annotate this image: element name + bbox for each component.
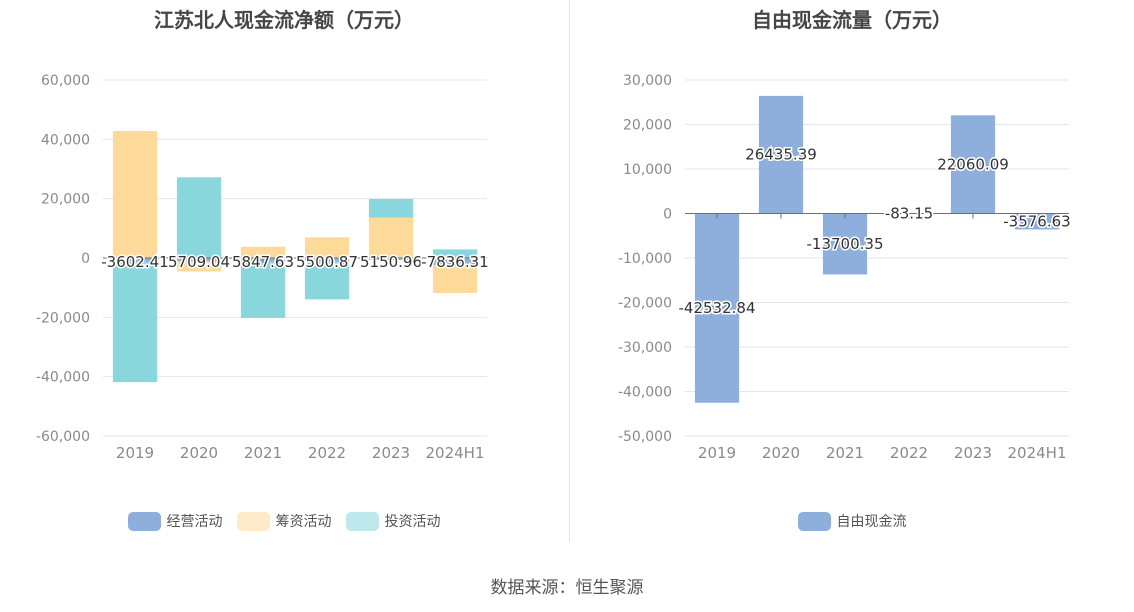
y-tick-label: -20,000 — [36, 310, 90, 326]
bar — [304, 261, 350, 300]
bar — [432, 265, 478, 294]
legend-swatch — [345, 511, 379, 531]
y-tick-label: -40,000 — [36, 370, 90, 386]
y-tick-label: 20,000 — [623, 118, 672, 134]
legend: 自由现金流 — [570, 511, 1134, 531]
bar — [112, 131, 158, 258]
x-tick-label: 2021 — [244, 444, 282, 462]
data-label: 5847.63 — [232, 253, 294, 271]
y-tick-label: 60,000 — [41, 73, 90, 89]
chart-title: 自由现金流量（万元） — [752, 8, 952, 32]
y-tick-label: 20,000 — [41, 192, 90, 208]
legend: 经营活动 筹资活动 投资活动 — [0, 511, 568, 531]
data-label: 5150.96 — [360, 253, 422, 271]
bar — [176, 177, 222, 258]
bar — [694, 213, 740, 403]
data-source-note: 数据来源：恒生聚源 — [490, 578, 644, 598]
cash-flow-net-plot: 60,000 40,000 20,000 0 -20,000 -40,000 -60,000… — [36, 73, 490, 462]
y-tick-label: -30,000 — [618, 340, 672, 356]
y-tick-label: -50,000 — [618, 429, 672, 445]
chart-title: 江苏北人现金流净额（万元） — [154, 8, 414, 32]
bar — [112, 261, 158, 383]
bar — [758, 95, 804, 214]
data-label: -42532.84 — [679, 299, 756, 317]
data-label: -3602.41 — [101, 253, 168, 271]
x-tick-label: 2023 — [954, 444, 992, 462]
x-tick-label: 2021 — [826, 444, 864, 462]
legend-item[interactable]: 自由现金流 — [797, 511, 907, 531]
x-tick-label: 2023 — [372, 444, 410, 462]
data-label: 5500.87 — [296, 253, 358, 271]
bar — [240, 246, 286, 258]
x-tick-label: 2019 — [698, 444, 736, 462]
y-tick-label: 0 — [81, 251, 90, 267]
y-tick-label: 10,000 — [623, 162, 672, 178]
bar — [432, 249, 478, 258]
x-tick-label: 2022 — [890, 444, 928, 462]
legend-label: 投资活动 — [384, 514, 441, 530]
bar — [1014, 213, 1060, 230]
legend-label: 筹资活动 — [275, 514, 332, 530]
data-label: -13700.35 — [807, 235, 884, 253]
y-tick-label: -20,000 — [618, 296, 672, 312]
legend-item[interactable]: 经营活动 — [127, 511, 223, 531]
bar — [368, 217, 414, 258]
y-tick-label: -60,000 — [36, 429, 90, 445]
bar — [304, 237, 350, 258]
y-tick-label: -10,000 — [618, 251, 672, 267]
y-tick-label: -40,000 — [618, 385, 672, 401]
legend-label: 自由现金流 — [836, 514, 907, 530]
data-label: -83.15 — [885, 205, 933, 223]
x-tick-label: 2024H1 — [426, 444, 485, 462]
legend-label: 经营活动 — [166, 514, 223, 530]
data-label: 22060.09 — [937, 155, 1009, 173]
cash-flow-net-chart: 江苏北人现金流净额（万元） 60,000 40,000 20,000 0 -20,000… — [0, 0, 568, 545]
legend-item[interactable]: 投资活动 — [345, 511, 441, 531]
bar — [950, 115, 996, 214]
legend-swatch — [127, 511, 161, 531]
legend-item[interactable]: 筹资活动 — [236, 511, 332, 531]
y-tick-label: 40,000 — [41, 132, 90, 148]
legend-swatch — [236, 511, 270, 531]
x-tick-label: 2020 — [762, 444, 800, 462]
data-label: 26435.39 — [745, 146, 817, 164]
x-tick-label: 2024H1 — [1008, 444, 1067, 462]
panel-divider — [569, 0, 570, 542]
data-label: -3576.63 — [1003, 212, 1070, 230]
x-tick-label: 2019 — [116, 444, 154, 462]
bar — [240, 261, 286, 318]
data-label: 5709.04 — [168, 253, 230, 271]
bar — [368, 198, 414, 218]
bar — [822, 213, 868, 275]
y-tick-label: 0 — [663, 207, 672, 223]
data-label: -7836.31 — [421, 253, 488, 271]
x-tick-label: 2022 — [308, 444, 346, 462]
free-cash-flow-chart: 自由现金流量（万元） 30,000 20,000 10,000 0 -10,000 -20… — [570, 0, 1134, 545]
free-cash-flow-plot: 30,000 20,000 10,000 0 -10,000 -20,000 -30,000… — [618, 73, 1072, 462]
y-tick-label: 30,000 — [623, 73, 672, 89]
x-tick-label: 2020 — [180, 444, 218, 462]
bar — [176, 261, 222, 272]
legend-swatch — [797, 511, 831, 531]
